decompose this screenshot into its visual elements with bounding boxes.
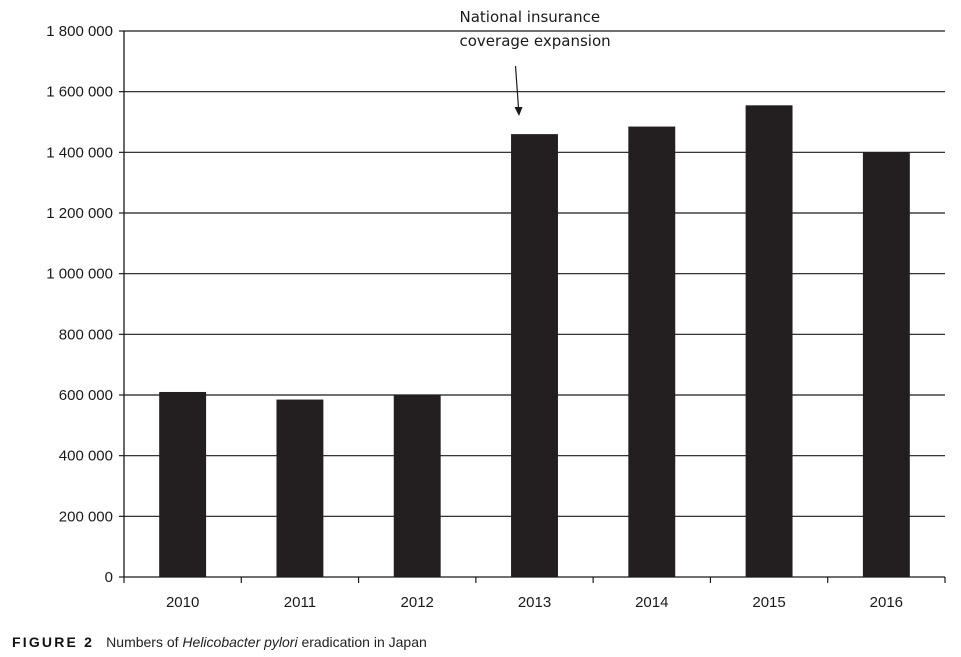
annotation-text-line-2: coverage expansion [460, 32, 611, 50]
y-tick-label: 1 200 000 [46, 205, 113, 222]
x-tick-label: 2013 [518, 594, 551, 611]
bar-2015 [745, 105, 793, 578]
bar-2013 [511, 134, 558, 577]
x-tick-label: 2014 [635, 594, 668, 611]
x-tick-label: 2011 [284, 594, 316, 611]
bar-2011 [276, 399, 324, 577]
bar-2016 [862, 152, 910, 578]
caption-text-end: eradication in Japan [297, 634, 427, 650]
y-tick-label: 800 000 [59, 326, 113, 343]
y-tick-labels: 0 200 000 400 000 600 000 800 000 1 000 000 1 … [46, 23, 113, 586]
y-tick-label: 600 000 [59, 387, 113, 404]
bar-2014 [628, 126, 676, 578]
x-tick-label: 2016 [870, 594, 903, 611]
y-tick-label: 1 000 000 [46, 266, 113, 283]
annotation-arrow-shaft [514, 65, 520, 109]
x-tick-labels: 2010 2011 2012 2013 2014 2015 2016 [166, 594, 903, 611]
axes [119, 30, 946, 583]
figure-label: FIGURE 2 [12, 634, 95, 650]
x-tick-label: 2015 [752, 594, 785, 611]
x-tick-label: 2012 [401, 594, 434, 611]
y-tick-label: 400 000 [59, 448, 113, 465]
annotation-arrow-head-icon [514, 107, 523, 116]
figure-caption: FIGURE 2 Numbers of Helicobacter pylori e… [12, 634, 427, 650]
annotation-text-line-1: National insurance [460, 8, 601, 26]
bar-2012 [393, 395, 441, 577]
y-tick-label: 0 [105, 569, 113, 586]
bars [159, 105, 910, 578]
bar-2010 [159, 391, 207, 577]
y-tick-label: 200 000 [59, 508, 113, 525]
y-tick-label: 1 800 000 [46, 23, 113, 40]
annotation: National insurance coverage expansion [460, 8, 611, 116]
y-tick-label: 1 400 000 [46, 144, 113, 161]
caption-species-name: Helicobacter pylori [182, 634, 298, 650]
bar-chart: 0 200 000 400 000 600 000 800 000 1 000 000 1 … [46, 8, 946, 611]
x-tick-label: 2010 [166, 594, 199, 611]
caption-text-start: Numbers of [106, 634, 183, 650]
y-tick-label: 1 600 000 [46, 84, 113, 101]
